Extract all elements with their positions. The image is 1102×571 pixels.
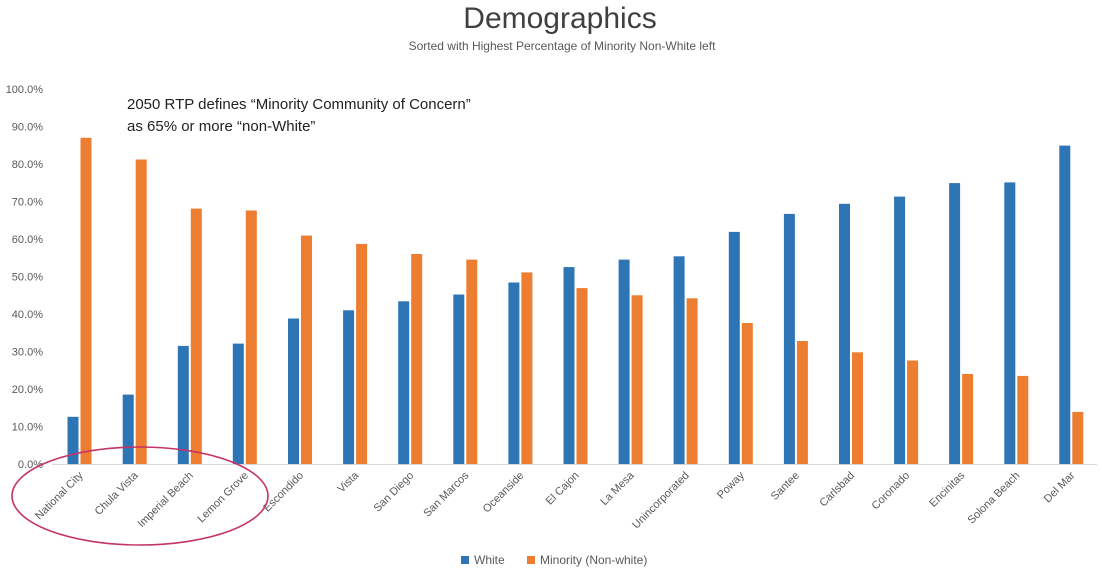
chart-subtitle: Sorted with Highest Percentage of Minori… bbox=[409, 39, 716, 53]
x-tick-label: Del Mar bbox=[1042, 469, 1078, 505]
y-tick-label: 100.0% bbox=[6, 84, 44, 96]
x-tick-label: Coronado bbox=[870, 470, 913, 513]
bar-minority bbox=[466, 259, 478, 464]
bar-minority bbox=[741, 323, 753, 464]
y-tick-label: 90.0% bbox=[12, 122, 43, 134]
x-tick-label: San Marcos bbox=[421, 469, 471, 519]
bar-minority bbox=[907, 360, 919, 464]
y-tick-label: 50.0% bbox=[12, 272, 43, 284]
x-tick-label: Chula Vista bbox=[93, 469, 142, 518]
legend-swatch-minority bbox=[527, 556, 535, 564]
bar-minority bbox=[686, 298, 698, 465]
bar-white bbox=[894, 196, 906, 464]
bar-white bbox=[398, 301, 410, 465]
x-tick-label: Imperial Beach bbox=[136, 470, 196, 530]
bar-minority bbox=[245, 210, 257, 464]
bar-minority bbox=[576, 288, 588, 464]
bar-minority bbox=[411, 254, 423, 464]
bar-minority bbox=[962, 374, 974, 464]
bar-minority bbox=[1072, 411, 1084, 464]
y-tick-label: 0.0% bbox=[18, 459, 43, 471]
bar-white bbox=[673, 256, 685, 465]
legend-label-white: White bbox=[474, 553, 505, 567]
x-tick-label: Santee bbox=[769, 470, 802, 503]
annotation-line-2: as 65% or more “non-White” bbox=[127, 118, 315, 135]
chart-title: Demographics bbox=[463, 2, 656, 35]
bar-white bbox=[783, 213, 795, 464]
bars-group bbox=[52, 137, 1097, 465]
bar-minority bbox=[796, 341, 808, 464]
bar-white bbox=[563, 267, 575, 464]
bar-white bbox=[508, 282, 520, 464]
bar-minority bbox=[631, 295, 643, 465]
bar-white bbox=[67, 416, 79, 465]
highlight-ellipse bbox=[11, 446, 269, 546]
x-tick-label: Solona Beach bbox=[965, 470, 1022, 527]
y-tick-label: 10.0% bbox=[12, 422, 43, 434]
x-tick-label: Oceanside bbox=[481, 470, 527, 516]
bar-white bbox=[177, 345, 189, 464]
bar-white bbox=[1059, 145, 1071, 464]
bar-white bbox=[728, 231, 740, 464]
y-tick-label: 80.0% bbox=[12, 159, 43, 171]
y-tick-label: 70.0% bbox=[12, 197, 43, 209]
legend-label-minority: Minority (Non-white) bbox=[540, 553, 647, 567]
x-tick-label: El Cajon bbox=[544, 470, 582, 508]
bar-minority bbox=[190, 208, 202, 464]
y-axis: 0.0% 10.0% 20.0% 30.0% 40.0% 50.0% 60.0% 70.0% 8… bbox=[6, 84, 44, 471]
bar-minority bbox=[521, 272, 533, 464]
bar-white bbox=[1004, 182, 1016, 464]
x-tick-label: Carlsbad bbox=[817, 470, 857, 510]
x-tick-label: San Diego bbox=[371, 470, 416, 515]
x-tick-label: La Mesa bbox=[598, 469, 637, 508]
bar-minority bbox=[852, 352, 863, 465]
y-tick-label: 30.0% bbox=[12, 347, 43, 359]
x-tick-label: Unincorporated bbox=[630, 470, 692, 532]
bar-minority bbox=[356, 243, 368, 464]
bar-white bbox=[343, 310, 355, 465]
y-tick-label: 60.0% bbox=[12, 234, 43, 246]
legend: White Minority (Non-white) bbox=[461, 553, 647, 567]
x-tick-label: National City bbox=[33, 469, 86, 522]
y-tick-label: 20.0% bbox=[12, 384, 43, 396]
legend-swatch-white bbox=[461, 556, 469, 564]
bar-minority bbox=[80, 137, 92, 465]
x-tick-label: Lemon Grove bbox=[195, 470, 251, 526]
bar-white bbox=[288, 318, 299, 464]
bar-minority bbox=[301, 235, 312, 464]
x-tick-label: Encinitas bbox=[927, 469, 967, 509]
bar-white bbox=[618, 259, 630, 464]
bar-minority bbox=[135, 159, 147, 464]
bar-white bbox=[232, 343, 244, 464]
bar-white bbox=[122, 394, 134, 464]
x-tick-label: Vista bbox=[336, 469, 362, 495]
bar-white bbox=[453, 294, 465, 464]
x-tick-label: Poway bbox=[715, 469, 747, 501]
bar-minority bbox=[1017, 375, 1029, 464]
annotation-line-1: 2050 RTP defines “Minority Community of … bbox=[127, 96, 471, 113]
bar-white bbox=[839, 203, 850, 465]
y-tick-label: 40.0% bbox=[12, 309, 43, 321]
bar-white bbox=[949, 183, 961, 464]
